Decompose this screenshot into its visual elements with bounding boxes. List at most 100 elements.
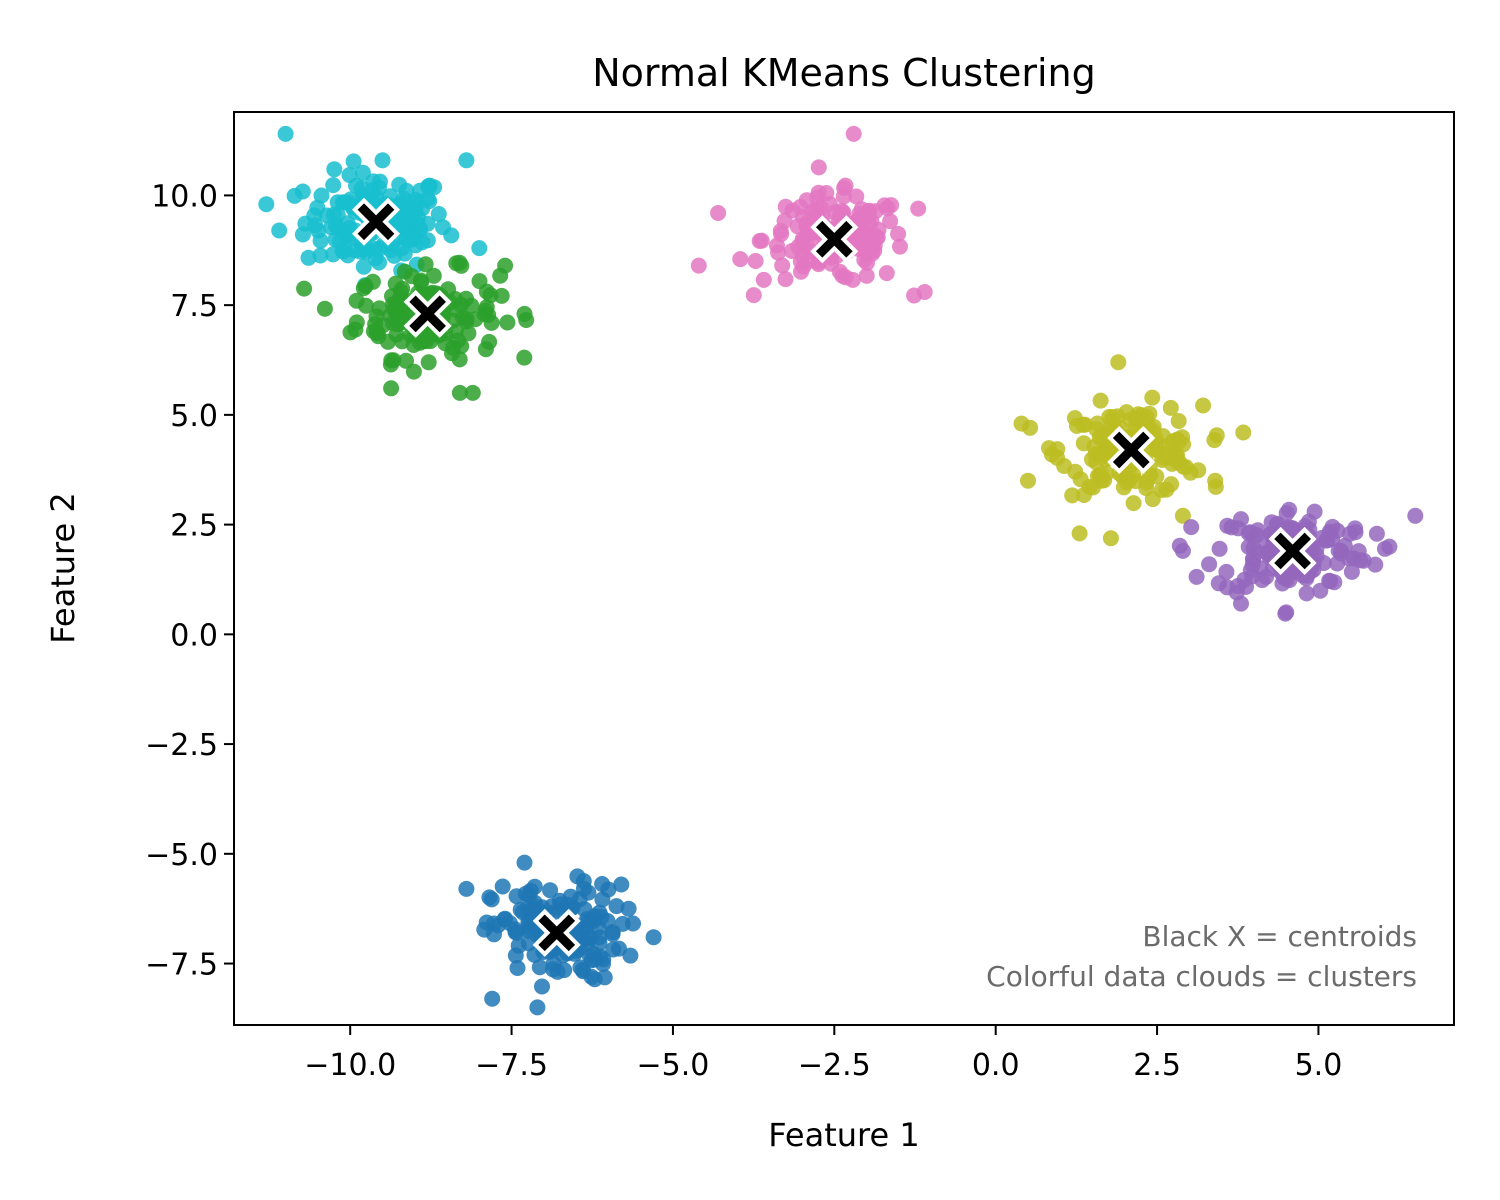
data-point [1233,595,1249,612]
data-point [1115,479,1132,496]
data-point [501,915,518,932]
data-point [529,999,546,1016]
data-point [890,225,907,242]
data-point [549,963,566,980]
data-point [774,257,791,274]
data-point [1306,503,1323,520]
y-tick-label: −7.5 [145,948,218,983]
data-point [1235,424,1252,441]
centroid-x-icon [810,215,859,264]
data-point [494,878,511,895]
data-point [1102,530,1119,547]
data-point [794,247,811,264]
data-point [417,256,434,273]
data-point [420,354,437,371]
data-point [1355,552,1372,569]
data-point [559,896,576,913]
data-point [1210,575,1227,592]
data-point [476,921,493,938]
data-point [858,267,875,284]
data-point [1075,435,1092,452]
data-point [853,201,870,218]
data-point [1207,472,1224,489]
centroid-x-icon [351,197,401,246]
data-point [1064,487,1081,504]
data-point [355,258,372,275]
data-point [481,889,498,906]
data-point [542,882,559,899]
data-point [859,254,875,271]
data-point [1206,432,1223,449]
data-point [833,202,850,219]
data-point [395,202,412,219]
data-point [596,969,613,986]
data-point [477,302,494,319]
data-point [484,990,501,1007]
data-point [1347,520,1364,537]
data-point [296,280,313,297]
data-point [516,854,533,871]
data-point [1162,449,1179,466]
data-point [1183,519,1200,536]
data-point [387,275,404,292]
data-point [834,267,851,284]
centroid-x-icon [532,908,581,957]
centroid-x-icon [1107,425,1156,475]
data-point [755,271,772,288]
data-point [848,188,865,205]
data-point [1088,421,1105,438]
data-point [576,901,593,918]
data-point [1130,406,1147,423]
data-point [453,338,470,355]
data-point [594,891,611,908]
data-point [1195,397,1212,414]
data-point [458,880,475,897]
data-point [453,296,469,313]
x-tick-label: 0.0 [972,1048,1020,1083]
plot-frame [233,111,1455,1026]
data-point [1020,472,1036,489]
data-point [372,240,389,257]
x-tick-label: 5.0 [1295,1048,1343,1083]
data-point [374,152,391,169]
data-point [277,125,294,142]
data-point [1144,491,1161,508]
data-point [892,238,908,255]
data-point [1174,507,1191,524]
data-point [1298,585,1315,602]
data-point [1322,573,1339,590]
data-point [747,253,764,269]
data-point [625,915,641,932]
data-point [1240,525,1257,542]
data-point [516,349,533,366]
x-tick-label: −2.5 [798,1048,871,1083]
y-tick-label: 10.0 [151,179,218,214]
data-point [425,267,442,284]
annotation-clusters: Colorful data clouds = clusters [986,960,1417,993]
data-point [497,257,514,274]
x-axis-label: Feature 1 [768,1116,919,1154]
data-point [910,200,927,217]
data-point [421,178,438,194]
data-point [810,184,827,201]
y-tick-label: 7.5 [170,289,218,324]
data-point [544,898,560,915]
data-point [1190,462,1207,479]
data-point [330,220,347,237]
data-point [604,926,621,943]
data-point [1013,415,1030,432]
data-point [348,292,365,309]
data-point [622,947,639,964]
data-point [406,227,423,244]
data-point [1188,568,1205,585]
y-tick-label: 2.5 [170,509,218,544]
data-point [772,223,789,239]
data-point [477,341,494,358]
data-point [837,177,854,194]
x-tick-label: −5.0 [637,1048,710,1083]
chart-title: Normal KMeans Clustering [592,51,1096,95]
annotation-centroids: Black X = centroids [1142,920,1417,953]
data-point [326,161,343,178]
data-point [1075,416,1092,433]
data-point [1170,413,1187,429]
